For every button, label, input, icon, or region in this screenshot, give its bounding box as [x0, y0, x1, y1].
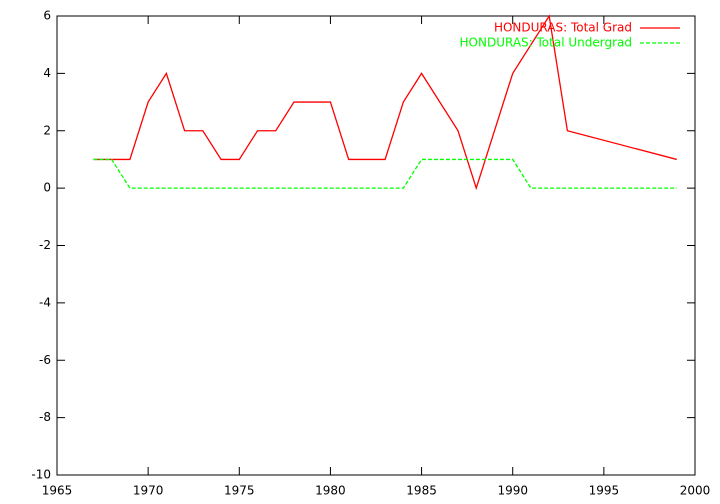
- x-tick-label: 1990: [497, 484, 528, 498]
- y-tick-label: 0: [43, 181, 51, 195]
- data-line: [93, 158, 677, 189]
- data-line: [93, 14, 677, 191]
- y-tick-label: -10: [31, 468, 51, 482]
- plot-frame: [56, 15, 696, 476]
- legend-label: HONDURAS: Total Undergrad: [460, 36, 632, 50]
- legend-label: HONDURAS: Total Grad: [494, 21, 632, 35]
- x-tick-label: 1985: [406, 484, 437, 498]
- y-tick-label: 6: [43, 9, 51, 23]
- y-tick-label: 4: [43, 66, 51, 80]
- x-tick-label: 1975: [224, 484, 255, 498]
- x-tick-label: 1965: [42, 484, 73, 498]
- y-tick-label: -2: [39, 238, 51, 252]
- y-tick-label: 2: [43, 123, 51, 137]
- x-tick-label: 1970: [133, 484, 164, 498]
- y-tick-label: -8: [39, 410, 51, 424]
- y-tick-label: -4: [39, 295, 51, 309]
- y-tick-label: -6: [39, 353, 51, 367]
- x-tick-label: 1995: [589, 484, 620, 498]
- x-tick-label: 2000: [680, 484, 711, 498]
- x-tick-label: 1980: [315, 484, 346, 498]
